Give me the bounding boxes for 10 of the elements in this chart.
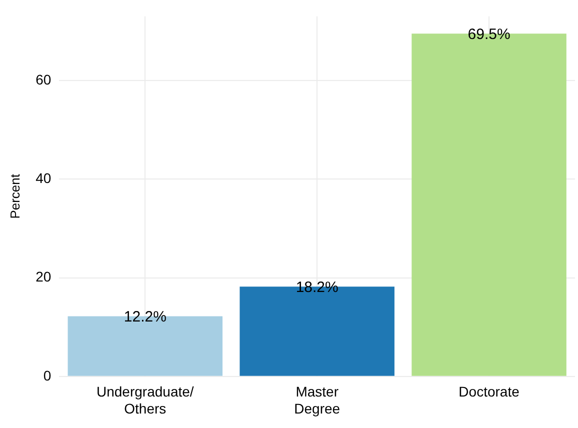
y-tick-label: 40	[36, 170, 52, 186]
data-label: 12.2%	[124, 308, 166, 326]
x-tick-label: Master Degree	[294, 384, 340, 416]
y-tick-label: 0	[43, 367, 52, 384]
y-tick-label: 60	[36, 71, 52, 88]
y-axis-title: Percent	[7, 174, 22, 219]
x-tick-label: Doctorate	[458, 384, 520, 400]
data-label: 69.5%	[468, 26, 510, 43]
x-tick-label: Undergraduate/ Others	[96, 384, 194, 416]
y-tick-label: 20	[36, 268, 52, 285]
